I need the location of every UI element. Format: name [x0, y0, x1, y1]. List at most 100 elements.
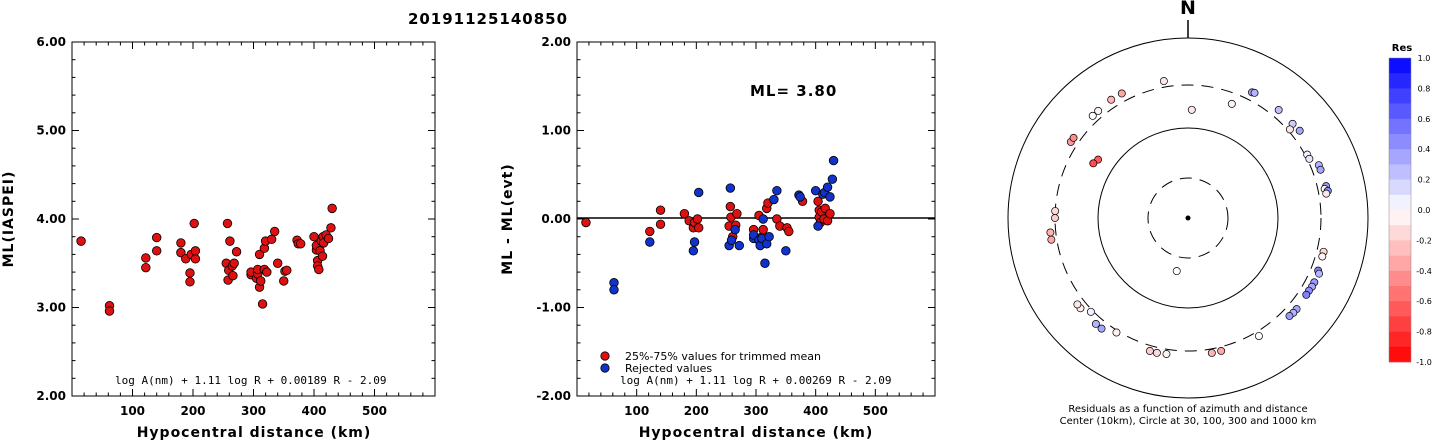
station-residual-marker [1094, 107, 1103, 115]
colorbar-cell [1389, 118, 1411, 135]
x-tick-label: 100 [624, 404, 649, 418]
colorbar-cell [1389, 331, 1411, 348]
x-tick-label: 500 [863, 404, 888, 418]
residual-x-axis-label: Hypocentral distance (km) [639, 425, 874, 441]
rejected-point [813, 221, 823, 231]
station-point [151, 246, 162, 256]
station-point [228, 270, 238, 281]
rejected-point [827, 174, 838, 184]
station-point [141, 253, 151, 263]
station-point [282, 265, 292, 276]
station-point [185, 268, 195, 278]
accepted-point [758, 224, 768, 235]
ml-y-axis-label: ML(IASPEI) [1, 171, 17, 268]
accepted-point [679, 208, 690, 219]
station-point [314, 264, 324, 275]
y-tick-label: 5.00 [36, 124, 66, 138]
station-residual-marker [1187, 105, 1196, 114]
distance-ring [1097, 127, 1279, 309]
colorbar-tick-label: 0.0 [1418, 206, 1431, 215]
colorbar-cell [1389, 134, 1411, 150]
station-point [176, 247, 186, 258]
colorbar-cell [1389, 194, 1411, 211]
station-residual-marker [1097, 324, 1106, 333]
accepted-point [655, 219, 666, 230]
y-tick-label: 2.00 [541, 35, 571, 49]
station-residual-marker [1315, 269, 1324, 278]
colorbar-cell [1389, 346, 1411, 363]
colorbar-cell [1389, 164, 1411, 180]
colorbar-title: Res [1392, 43, 1412, 54]
residual-y-axis-label: ML - ML(evt) [500, 163, 516, 274]
rejected-point [769, 194, 779, 205]
x-tick-label: 500 [362, 404, 387, 418]
colorbar-cell [1389, 240, 1411, 256]
station-residual-marker [1227, 99, 1236, 108]
colorbar-cell [1389, 73, 1411, 89]
colorbar-cell [1389, 149, 1411, 165]
rejected-point [781, 246, 791, 256]
polar-caption-line-1: Residuals as a function of azimuth and d… [1068, 404, 1307, 415]
ml-tick-marks [72, 41, 435, 397]
colorbar-cell [1389, 103, 1411, 120]
y-tick-label: 3.00 [36, 301, 66, 315]
station-residual-marker [1295, 126, 1304, 135]
legend-rejected-label: Rejected values [625, 362, 712, 375]
distance-ring [1054, 84, 1322, 352]
station-residual-marker [1051, 207, 1060, 215]
station-point [317, 251, 328, 261]
station-residual-marker [1046, 228, 1055, 237]
rejected-point [645, 237, 655, 247]
x-tick-label: 300 [241, 404, 266, 418]
station-point [151, 232, 162, 243]
colorbar-tick-label: -0.2 [1416, 236, 1432, 245]
station-residual-marker [1107, 95, 1116, 104]
colorbar-cell [1389, 286, 1411, 302]
accepted-point [694, 223, 704, 233]
station-residual-marker [1112, 328, 1121, 337]
rejected-point [822, 182, 833, 192]
station-point [279, 276, 289, 286]
residual-formula: log A(nm) + 1.11 log R + 0.00269 R - 2.0… [620, 374, 892, 387]
y-tick-label: -2.00 [536, 389, 571, 403]
rejected-point [764, 231, 774, 242]
colorbar-cell [1389, 316, 1411, 332]
colorbar-tick-label: 0.8 [1418, 84, 1431, 93]
station-point [327, 203, 337, 214]
station-residual-marker [1305, 154, 1314, 163]
distance-ring [1147, 177, 1229, 259]
ml-plot-frame [71, 41, 436, 397]
colorbar-tick-label: 1.0 [1418, 54, 1431, 63]
x-tick-label: 200 [180, 404, 205, 418]
colorbar-tick-label: -0.4 [1416, 267, 1432, 276]
ml-value-text: ML= 3.80 [750, 82, 837, 100]
station-point [222, 218, 233, 229]
residual-tick-labels: 100 200 300 400 500 -2.00 -1.00 0.00 1.00 2.00 [536, 35, 887, 418]
y-tick-label: -1.00 [536, 301, 571, 315]
station-residual-marker [1217, 347, 1226, 355]
station-residual-marker [1047, 235, 1056, 244]
station-residual-marker [1250, 88, 1259, 97]
station-residual-marker [1089, 159, 1098, 168]
station-residual-marker [1086, 307, 1095, 316]
station-point [254, 249, 265, 260]
colorbar-cell [1389, 301, 1411, 317]
figure-title: 20191125140850 [408, 10, 568, 28]
y-tick-label: 2.00 [36, 389, 66, 403]
station-residual-marker [1207, 348, 1216, 357]
station-residual-marker [1073, 300, 1082, 309]
station-residual-marker [1172, 267, 1181, 276]
accepted-point [655, 205, 666, 215]
station-point [185, 277, 195, 287]
rejected-point [734, 240, 744, 251]
station-point [104, 306, 115, 316]
distance-ring [1007, 37, 1369, 399]
accepted-point [581, 217, 591, 228]
y-tick-label: 0.00 [541, 212, 571, 226]
station-point [231, 247, 242, 257]
colorbar-tick-label: -1.0 [1416, 358, 1432, 367]
colorbar-frame [1388, 57, 1412, 363]
residual-colorbar: Res 1.0 0.8 0.6 0.4 0.2 0.0 -0.2 -0.4 -0.6 -0.8 -1… [1388, 43, 1432, 367]
station-point [326, 223, 336, 233]
colorbar-tick-label: 0.2 [1418, 176, 1431, 185]
